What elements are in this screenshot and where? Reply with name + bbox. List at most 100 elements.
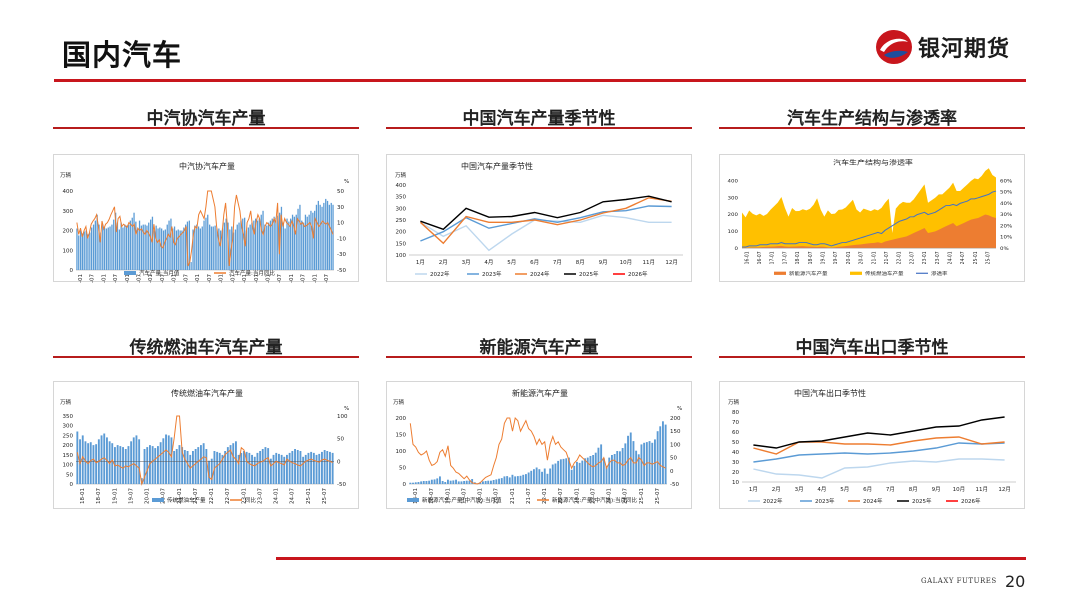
y-tick-label: 300	[63, 424, 74, 430]
bar	[315, 454, 318, 484]
y2-tick-label: 0	[670, 469, 674, 475]
y-tick-label: 50	[66, 472, 73, 478]
x-tick-label: 18-07	[807, 251, 814, 264]
bar	[414, 482, 417, 484]
bar	[120, 222, 122, 270]
bar	[245, 451, 248, 484]
bar	[105, 228, 108, 270]
bar	[202, 443, 205, 484]
bar	[161, 228, 163, 270]
bar	[255, 218, 257, 270]
legend-label: 2025年	[579, 270, 599, 278]
bar	[304, 214, 307, 270]
bar	[508, 477, 511, 484]
bar	[417, 482, 420, 484]
bar	[570, 469, 573, 484]
bar	[317, 200, 319, 270]
legend-label: 新能源汽车:产量(中汽协):当月同比	[552, 496, 637, 504]
bar	[218, 452, 221, 484]
bar	[637, 454, 640, 484]
y2-tick-label: -50	[337, 482, 346, 488]
bar	[516, 476, 519, 484]
y-tick-label: 200	[396, 416, 407, 422]
bar	[457, 481, 460, 484]
bar	[543, 468, 546, 484]
bar	[218, 228, 220, 270]
bar	[589, 456, 592, 484]
footer-divider	[276, 557, 1026, 560]
bar	[221, 454, 224, 484]
bar	[183, 450, 186, 484]
bar	[471, 479, 474, 484]
bar	[122, 447, 124, 484]
x-tick-label: 20-07	[207, 274, 213, 283]
x-tick-label: 10月	[953, 486, 966, 493]
bar	[225, 218, 227, 270]
y2-tick-label: -30	[337, 252, 346, 258]
bar	[173, 226, 176, 270]
x-tick-label: 21-01	[871, 251, 878, 264]
bar	[185, 224, 187, 270]
x-tick-label: 20-07	[858, 251, 865, 264]
bar	[573, 465, 576, 484]
y-tick-label: 30	[732, 460, 739, 466]
bar	[146, 225, 148, 270]
section-title-nev: 新能源汽车产量	[479, 338, 599, 358]
x-tick-label: 12月	[998, 486, 1011, 493]
y2-tick-label: 100	[337, 414, 348, 420]
bar	[530, 470, 533, 484]
x-tick-label: 16-07	[113, 274, 119, 283]
x-tick-label: 22-07	[254, 274, 260, 283]
x-tick-label: 23-01	[241, 488, 247, 504]
x-tick-label: 7月	[886, 486, 895, 493]
bar	[296, 450, 299, 484]
page-number: 20	[1005, 572, 1026, 591]
legend-label: 渗透率	[931, 270, 948, 276]
bar	[584, 458, 586, 484]
x-tick-label: 23-07	[257, 488, 263, 504]
x-tick-label: 1月	[416, 259, 425, 266]
bar	[111, 443, 114, 484]
y2-tick-label: 50	[670, 456, 677, 462]
x-tick-label: 21-01	[510, 488, 516, 504]
bar	[192, 451, 194, 484]
bar	[208, 460, 210, 484]
bar	[76, 431, 79, 484]
bar	[600, 444, 603, 484]
bar	[269, 458, 272, 484]
bar	[484, 481, 487, 484]
bar	[514, 476, 517, 484]
y-tick-label: 100	[63, 248, 74, 254]
x-tick-label: 22-07	[558, 488, 564, 504]
x-tick-label: 9月	[932, 486, 941, 493]
bar	[611, 455, 613, 484]
bar	[100, 232, 102, 270]
bar	[449, 480, 452, 484]
bar	[273, 216, 275, 270]
bar	[519, 475, 522, 485]
bar	[506, 476, 509, 484]
bar	[549, 468, 552, 484]
bar	[115, 212, 117, 270]
x-tick-label: 23-07	[934, 251, 941, 264]
bar	[280, 206, 283, 270]
bar	[188, 220, 190, 270]
bar	[562, 458, 565, 484]
bar	[84, 441, 87, 484]
chart-panel-nev: 新能源汽车产量 万辆% 200 150 100 50 0 200 150 100 50 0 -50 18-…	[386, 381, 692, 509]
x-tick-label: 21-01	[177, 488, 183, 504]
y2-tick-label: 0%	[1000, 246, 1009, 251]
bar	[433, 479, 436, 484]
x-tick-label: 7月	[553, 259, 562, 266]
bar	[275, 217, 277, 270]
x-tick-label: 17-07	[782, 251, 789, 264]
bar	[284, 228, 286, 270]
y-tick-label: 300	[396, 206, 407, 212]
bar	[559, 459, 562, 485]
legend-label: 汽车产量:当月同比	[229, 269, 275, 277]
x-tick-label: 25-01	[639, 488, 645, 504]
bar	[495, 479, 498, 484]
x-tick-label: 20-01	[478, 488, 484, 504]
header-divider	[54, 79, 1026, 82]
bar	[290, 218, 292, 270]
